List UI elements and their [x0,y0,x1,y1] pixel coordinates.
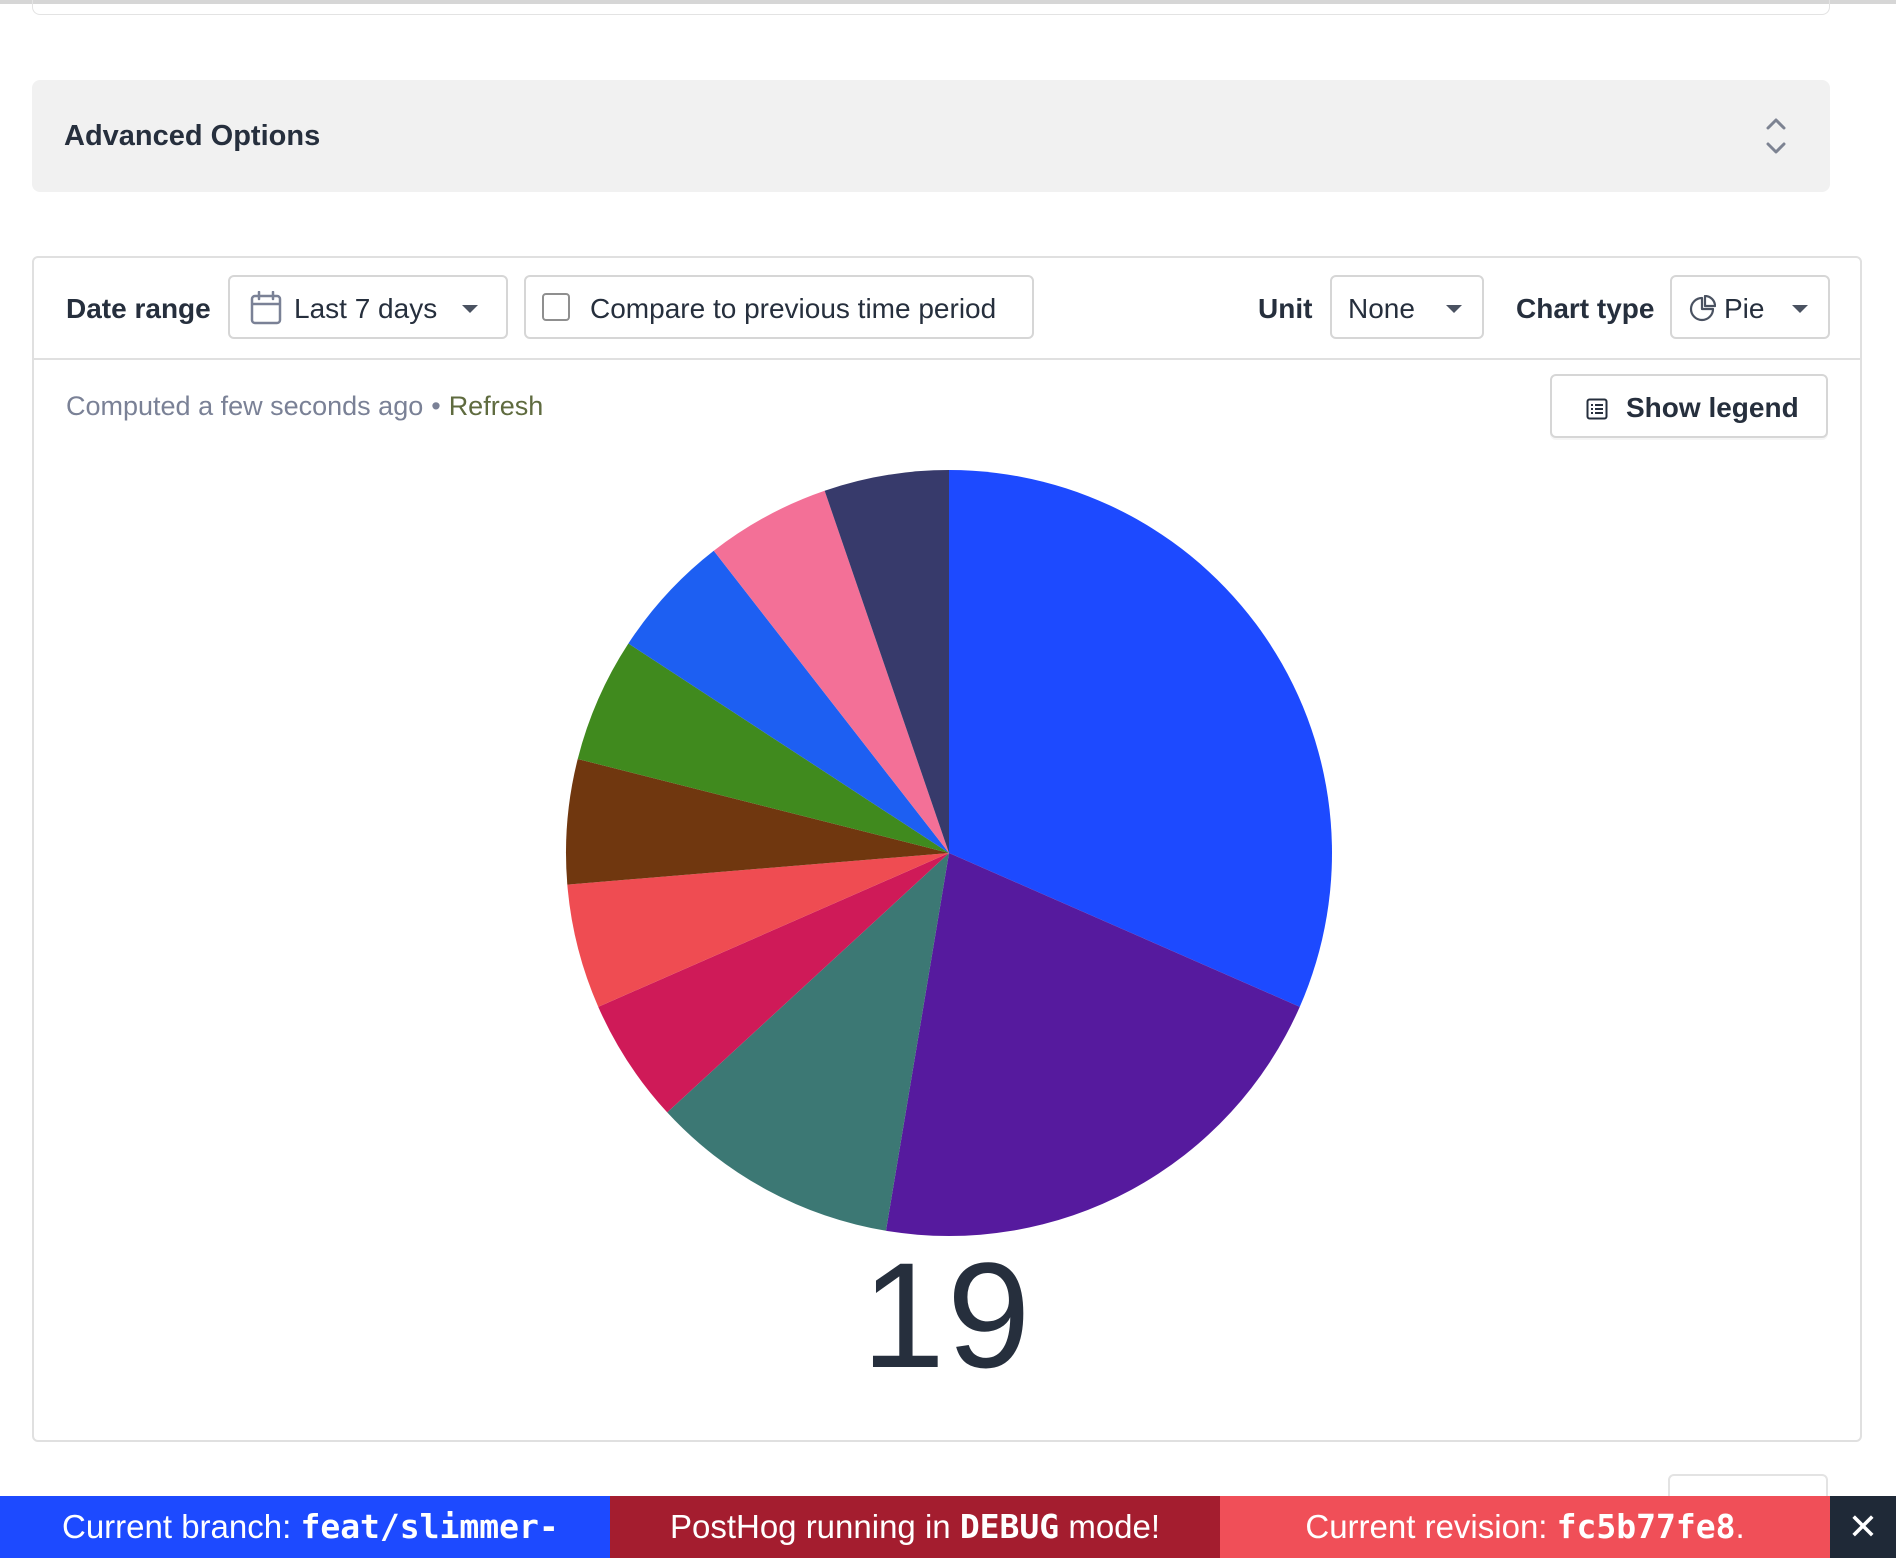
status-separator: • [431,391,441,421]
chart-type-label: Chart type [1516,293,1655,324]
unit-label: Unit [1258,293,1313,324]
pie-chart [566,470,1332,1236]
refresh-link[interactable]: Refresh [448,391,544,421]
insight-toolbar: Date range Last 7 days Compare to previo… [34,258,1860,360]
insight-card: Date range Last 7 days Compare to previo… [32,256,1862,1442]
mode-prefix: PostHog running in [669,1508,951,1545]
date-range-label: Date range [66,293,211,324]
unit-select[interactable]: None [1330,275,1484,339]
date-range-select[interactable]: Last 7 days [228,275,508,339]
computed-status: Computed a few seconds ago • Refresh [66,391,543,422]
unit-value: None [1348,293,1415,324]
compare-label: Compare to previous time period [590,293,997,324]
advanced-options-panel[interactable]: Advanced Options [32,80,1830,192]
pie-slice-2[interactable] [885,853,1300,1236]
revision-label: Current revision: [1305,1508,1548,1545]
pie-slice-7[interactable] [577,643,949,853]
close-debug-button[interactable]: ✕ [1830,1496,1896,1558]
mode-suffix: mode! [1068,1508,1161,1545]
pie-slice-8[interactable] [628,550,949,853]
debug-revision: Current revision: fc5b77fe8. [1220,1496,1830,1558]
expand-collapse-icon[interactable] [1764,114,1788,158]
show-legend-label: Show legend [1626,392,1799,423]
compare-checkbox[interactable] [542,293,570,321]
date-range-value: Last 7 days [294,293,438,324]
debug-mode: PostHog running in DEBUG mode! [610,1496,1220,1558]
mode-value: DEBUG [959,1507,1060,1546]
pie-slice-1[interactable] [949,470,1332,1007]
pie-slice-3[interactable] [667,853,949,1231]
chevron-down-icon [1446,305,1462,313]
pie-total-value: 19 [861,1231,1033,1399]
chart-type-select[interactable]: Pie [1670,275,1830,339]
show-legend-button[interactable]: Show legend [1550,374,1828,438]
calendar-icon [250,291,282,325]
branch-value: feat/slimmer- [300,1507,559,1546]
pie-slice-5[interactable] [567,853,949,1007]
previous-card-edge [32,0,1830,15]
advanced-options-title: Advanced Options [64,120,321,152]
list-icon [1586,398,1608,420]
pie-slice-4[interactable] [598,853,949,1113]
computed-text: Computed a few seconds ago [66,391,424,421]
pie-slice-6[interactable] [566,758,949,885]
chevron-down-icon [462,305,478,313]
chevron-down-icon [1792,305,1808,313]
revision-value: fc5b77fe8 [1556,1507,1736,1546]
debug-bar: Current branch: feat/slimmer- PostHog ru… [0,1496,1896,1558]
pie-chart-icon [1689,295,1716,322]
compare-toggle[interactable]: Compare to previous time period [524,275,1034,339]
pie-slice-9[interactable] [713,490,949,853]
branch-label: Current branch: [62,1508,292,1545]
top-divider [0,0,1896,4]
chart-type-value: Pie [1724,293,1765,324]
revision-suffix: . [1735,1508,1745,1545]
debug-branch: Current branch: feat/slimmer- [0,1496,610,1558]
pie-slice-10[interactable] [824,470,949,853]
